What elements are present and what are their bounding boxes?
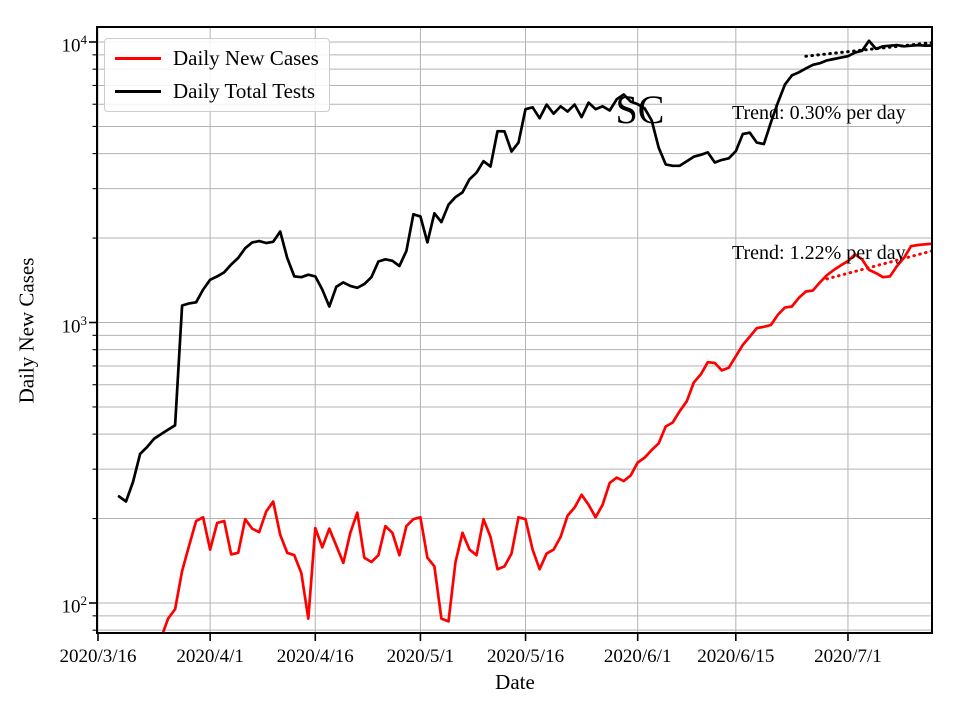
grid: [97, 27, 932, 633]
plot-lines: [117, 39, 932, 633]
daily-total-tests-line: [117, 39, 932, 503]
cases-trend-line: [825, 249, 932, 281]
daily-new-cases-line: [161, 242, 932, 633]
axes-frame: [89, 26, 933, 641]
